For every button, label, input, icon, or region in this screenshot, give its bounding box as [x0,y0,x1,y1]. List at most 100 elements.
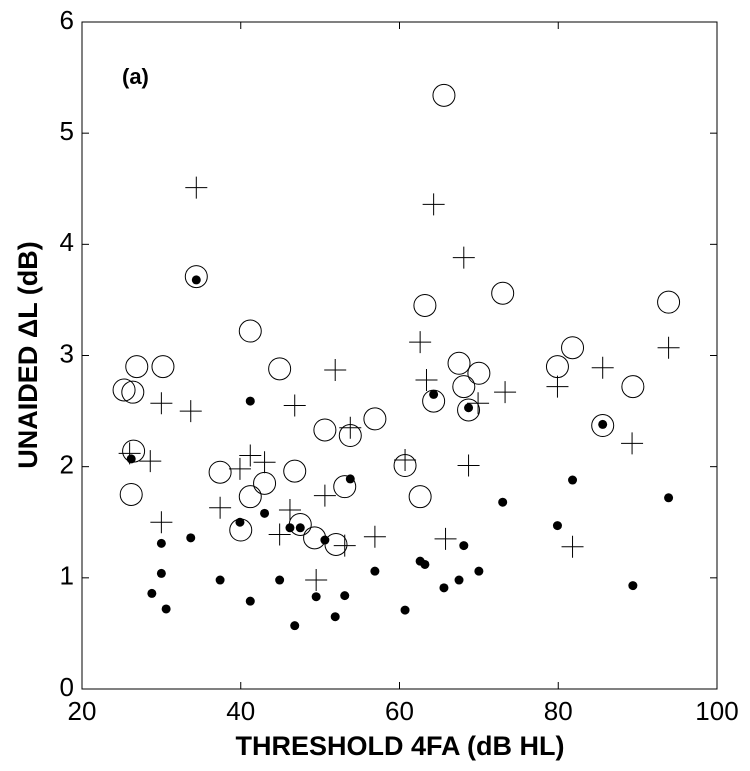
dot-point [275,575,285,585]
dot-point [340,591,350,601]
y-tick-label: 1 [60,561,74,591]
plus-point [179,400,202,423]
plus-point [150,392,173,415]
plus-point [363,525,386,548]
dot-point [186,533,196,543]
dot-point [429,389,439,399]
dot-point [628,581,638,591]
dot-point [156,568,166,578]
open-circle-point [413,293,437,317]
y-tick-label: 3 [60,338,74,368]
plus-point [185,176,208,199]
plus-point [305,569,328,592]
dot-point [126,454,136,464]
y-tick-label: 5 [60,116,74,146]
x-tick-label: 40 [226,696,255,726]
plus-point [228,457,251,480]
plus-point [283,394,306,417]
plus-point [546,375,569,398]
open-circle-point [125,355,149,379]
y-tick-label: 2 [60,450,74,480]
x-tick-label: 60 [385,696,414,726]
open-circle-point [208,460,232,484]
open-circle-point [238,319,262,343]
x-tick-label: 100 [695,696,738,726]
plus-point [657,336,680,359]
y-tick-label: 4 [60,227,74,257]
dot-point [459,541,469,551]
plus-point [561,535,584,558]
plus-point [452,246,475,269]
plot-frame [81,21,718,690]
plus-point [494,381,517,404]
plus-point [324,358,347,381]
dot-point [260,508,270,518]
plus-point [333,534,356,557]
plus-point [313,484,336,507]
x-tick-label: 20 [68,696,97,726]
dot-point [290,621,300,631]
dot-point [295,523,305,533]
dot-point [420,559,430,569]
y-axis-label: UNAIDED ΔL (dB) [13,241,43,468]
open-circle-point [447,351,471,375]
open-circle-point [457,398,481,422]
plus-point [278,499,301,522]
dot-point [400,605,410,615]
dot-point [439,583,449,593]
open-circle-point [313,418,337,442]
plus-point [209,496,232,519]
plus-point [253,451,276,474]
dot-point [311,592,321,602]
dot-point [464,403,474,413]
open-circle-point [432,83,456,107]
dot-point [147,588,157,598]
plus-point [394,448,417,471]
dot-point [454,575,464,585]
open-circle-point [545,355,569,379]
open-circle-point [363,407,387,431]
plus-point [422,193,445,216]
open-circle-point [283,459,307,483]
open-circle-point [238,485,262,509]
dot-point [285,523,295,533]
dot-point [664,493,674,503]
plus-point [415,368,438,391]
open-circle-point [657,290,681,314]
dot-point [345,474,355,484]
open-circle-point [268,357,292,381]
dot-point [235,517,245,527]
dot-point [156,538,166,548]
dot-point [598,419,608,429]
dot-point [552,521,562,531]
plus-point [621,432,644,455]
plus-point [457,454,480,477]
panel-label: (a) [122,64,149,89]
dot-point [370,566,380,576]
open-circle-point [324,532,348,556]
open-circle-point [119,482,143,506]
y-tick-label: 6 [60,5,74,35]
dot-point [245,396,255,406]
plus-point [139,450,162,473]
open-circle-point [467,361,491,385]
open-circle-point [253,471,277,495]
plus-point [239,444,262,467]
dot-point [191,275,201,285]
open-circle-point [121,380,145,404]
dot-point [568,475,578,485]
plus-point [434,527,457,550]
plus-point [150,511,173,534]
dot-point [474,566,484,576]
x-tick-label: 80 [544,696,573,726]
plus-point [467,392,490,415]
y-tick-label: 0 [60,672,74,702]
dot-point [215,575,225,585]
open-circle-point [491,281,515,305]
open-circle-point [151,355,175,379]
plus-point [591,356,614,379]
x-axis-label: THRESHOLD 4FA (dB HL) [236,731,565,761]
open-circle-point [184,265,208,289]
open-circle-point [452,375,476,399]
